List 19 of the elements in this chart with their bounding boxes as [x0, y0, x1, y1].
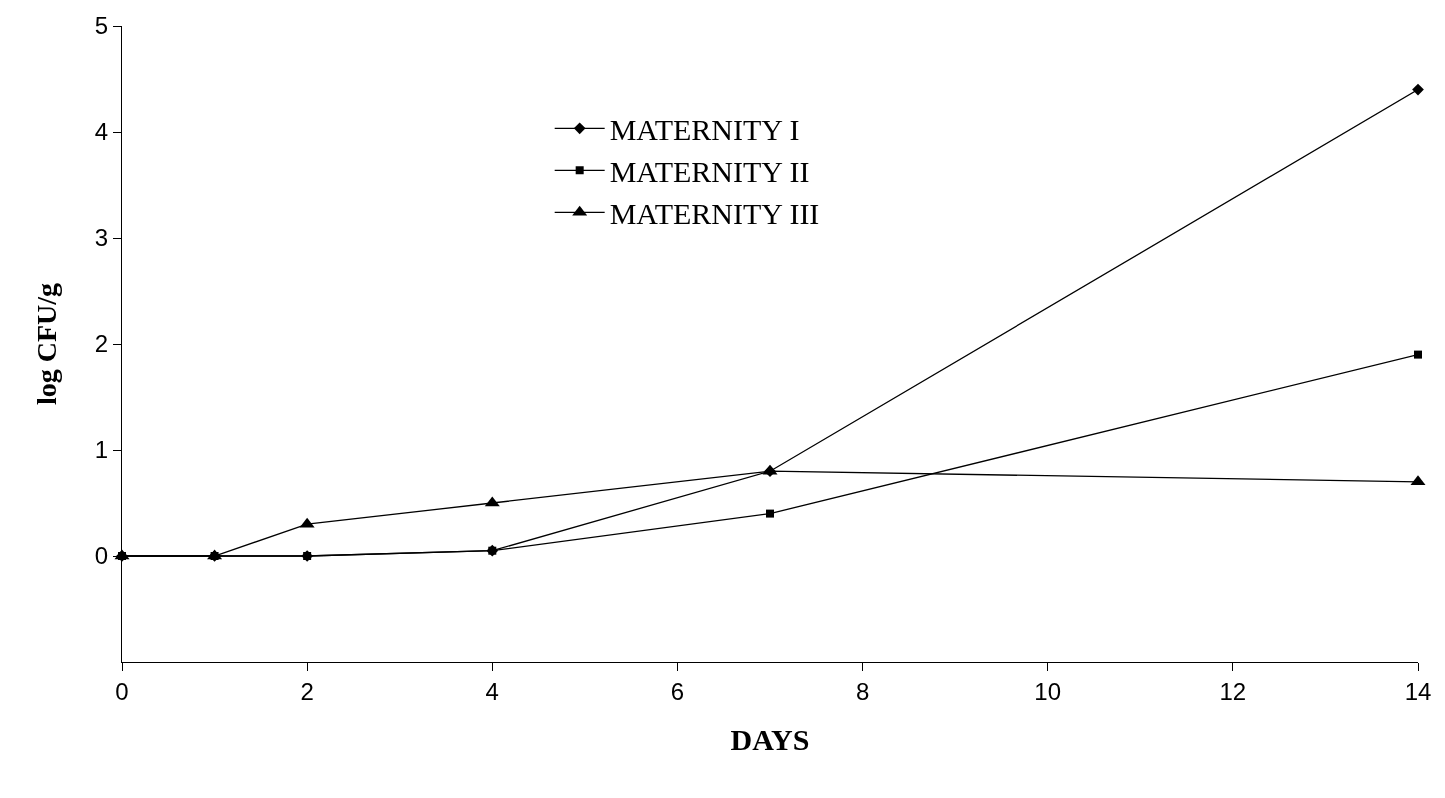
- x-tick-label: 0: [115, 677, 129, 705]
- y-tick-label: 0: [94, 542, 109, 570]
- x-tick-label: 4: [485, 677, 499, 705]
- y-tick-label: 1: [94, 436, 109, 464]
- y-axis-title: log CFU/g: [30, 282, 62, 406]
- x-tick-label: 14: [1404, 677, 1432, 705]
- x-tick-label: 12: [1219, 677, 1247, 705]
- y-tick-label: 4: [94, 118, 109, 146]
- x-axis-title: DAYS: [730, 723, 810, 757]
- y-tick-label: 5: [94, 12, 109, 40]
- legend-label: MATERNITY II: [609, 155, 810, 189]
- legend-label: MATERNITY III: [609, 197, 820, 231]
- x-tick-label: 10: [1034, 677, 1062, 705]
- x-tick-label: 6: [670, 677, 685, 705]
- y-tick-label: 2: [94, 330, 109, 358]
- y-tick-label: 3: [94, 224, 109, 252]
- legend-label: MATERNITY I: [609, 113, 800, 147]
- x-tick-label: 2: [300, 677, 314, 705]
- x-tick-label: 8: [855, 677, 870, 705]
